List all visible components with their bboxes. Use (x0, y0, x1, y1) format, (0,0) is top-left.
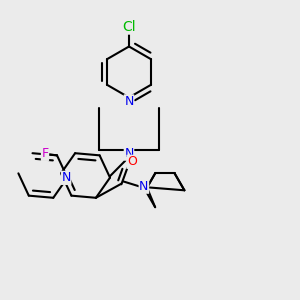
Text: N: N (61, 171, 71, 184)
Text: F: F (41, 147, 49, 160)
Text: N: N (124, 95, 134, 108)
Text: N: N (124, 147, 134, 160)
Text: Cl: Cl (122, 20, 136, 34)
Text: O: O (127, 155, 137, 168)
Text: N: N (139, 180, 148, 193)
